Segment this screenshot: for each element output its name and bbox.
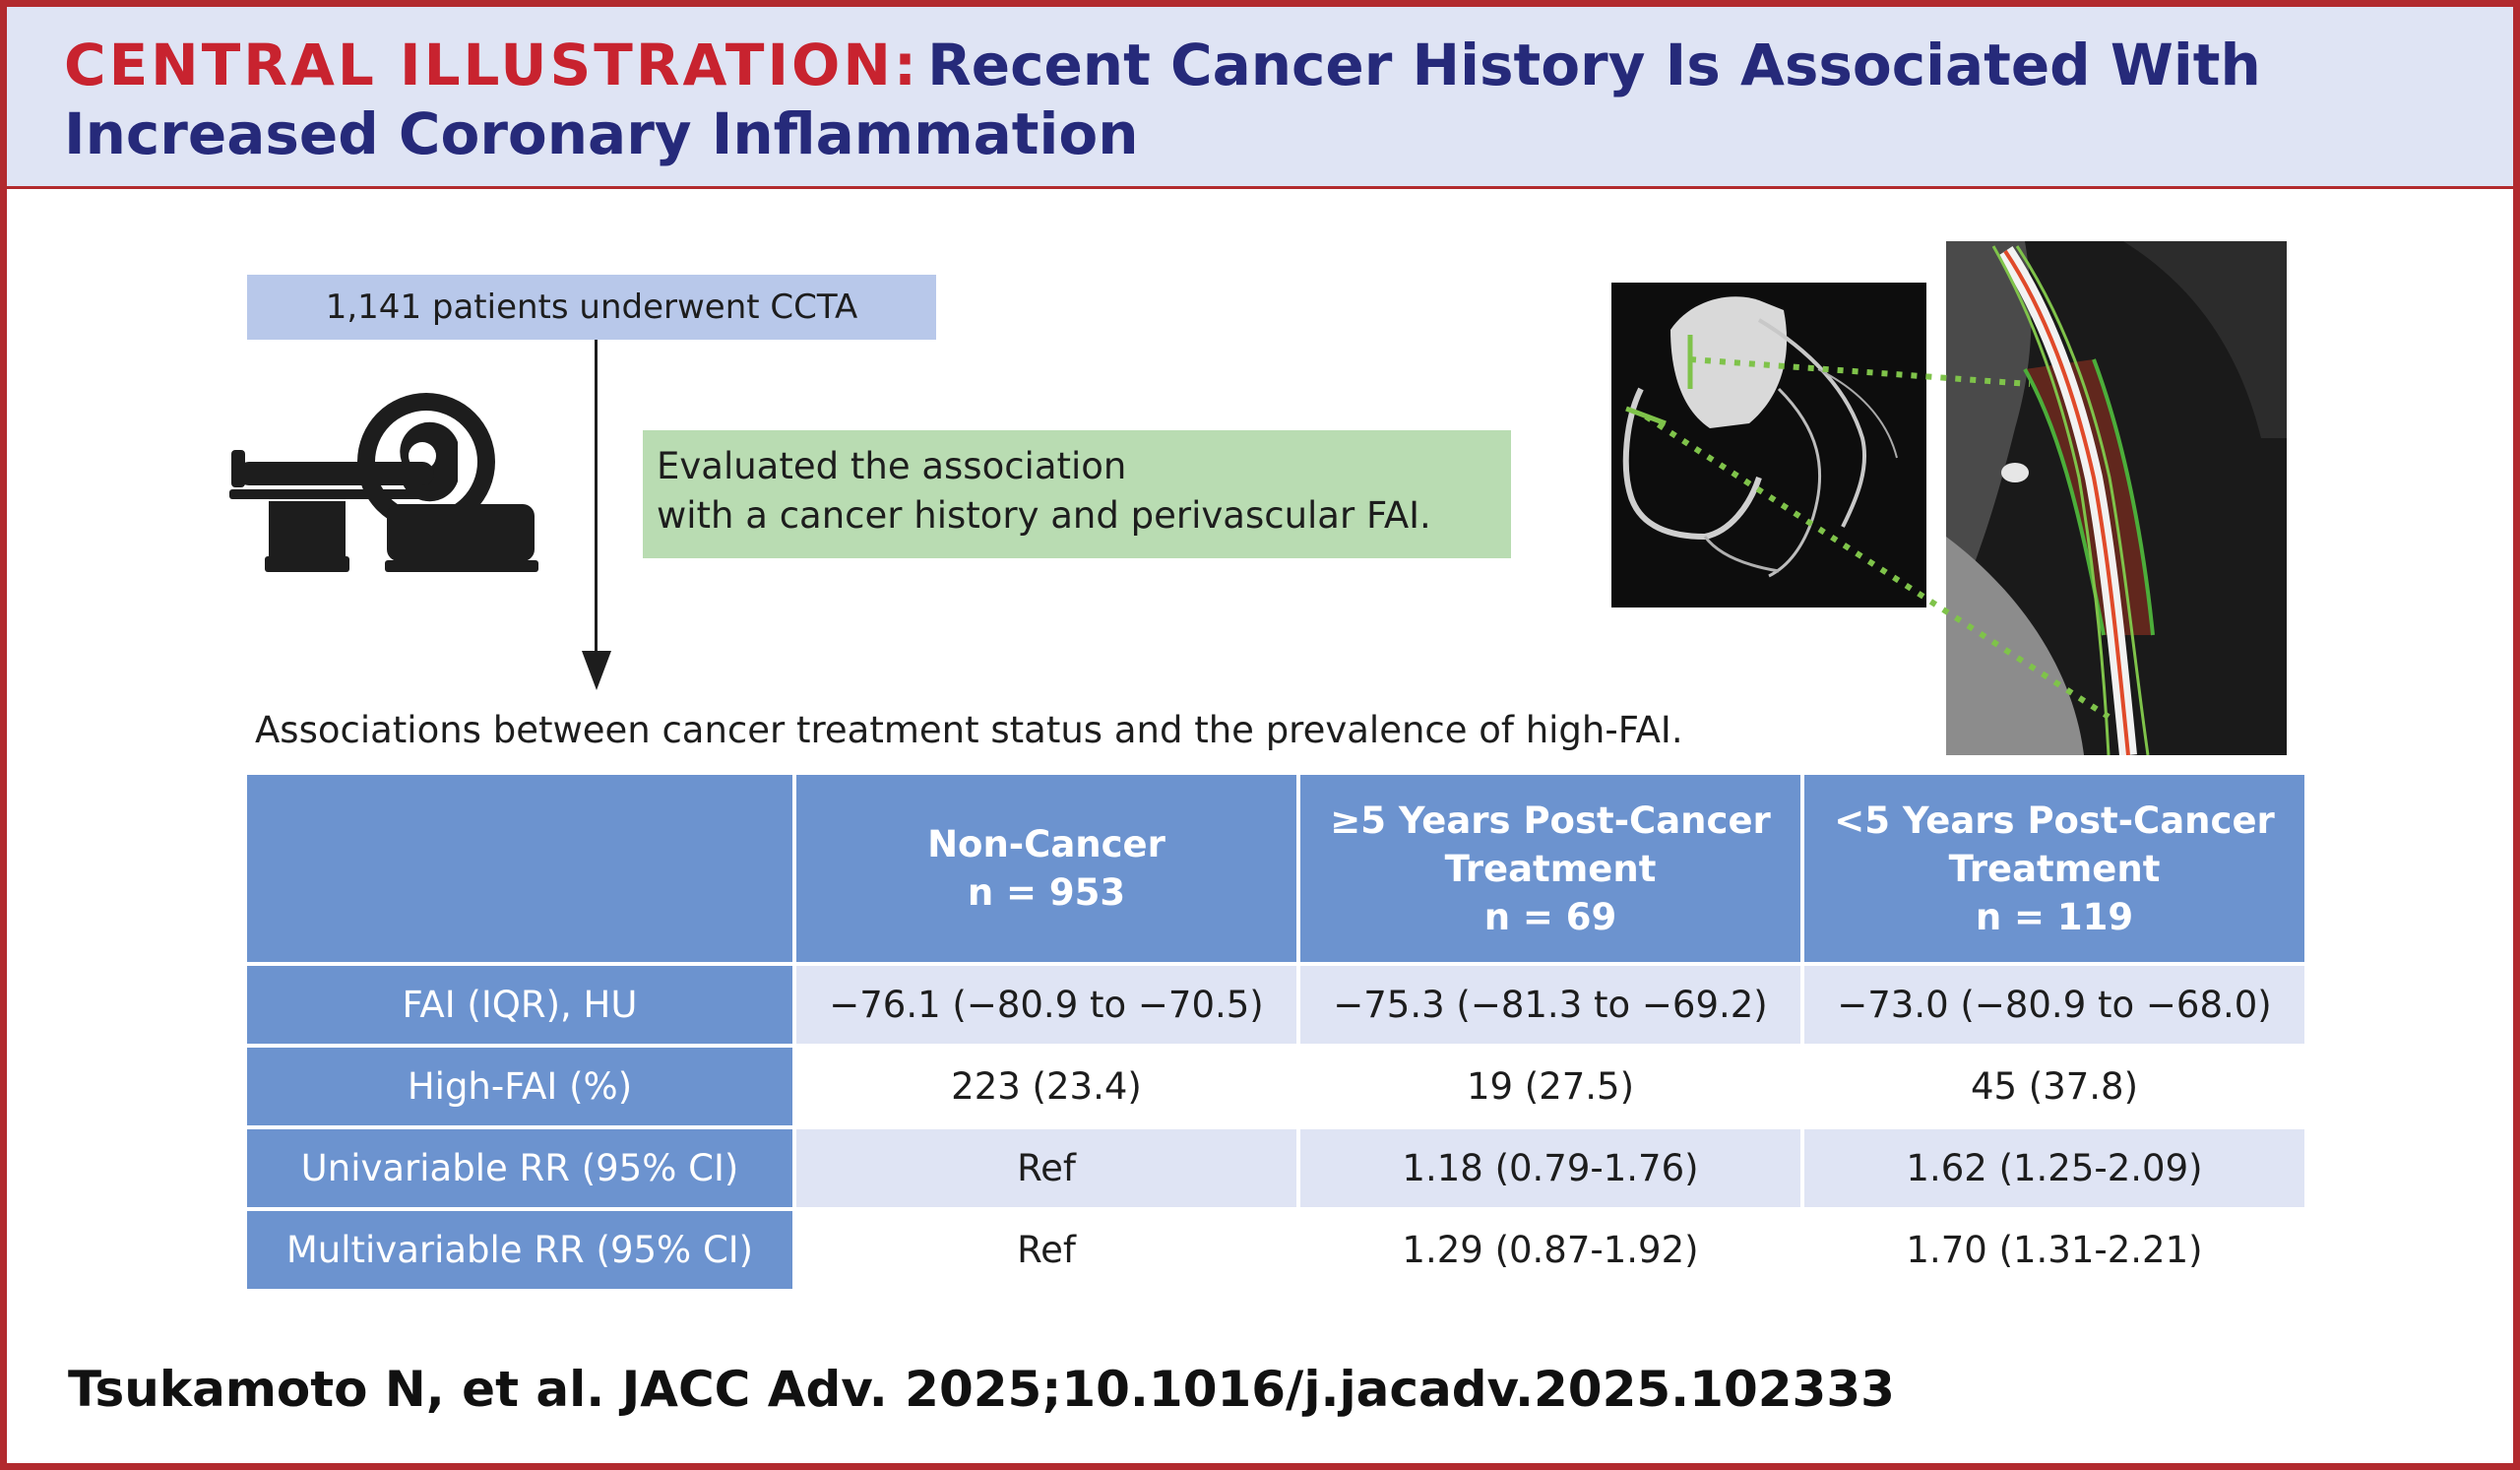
table-cell: −76.1 (−80.9 to −70.5)	[796, 966, 1296, 1044]
results-table: Non-Cancer n = 953 ≥5 Years Post-Cancer Tr…	[243, 771, 2308, 1293]
table-row: High-FAI (%) 223 (23.4) 19 (27.5) 45 (37…	[247, 1048, 2304, 1125]
table-cell: Ref	[796, 1129, 1296, 1207]
table-cell: −75.3 (−81.3 to −69.2)	[1300, 966, 1800, 1044]
table-corner-cell	[247, 775, 792, 962]
evaluated-line-2: with a cancer history and perivascular F…	[657, 494, 1431, 537]
coronary-ct-images	[1611, 241, 2287, 755]
table-cell: Ref	[796, 1211, 1296, 1289]
column-header: ≥5 Years Post-Cancer Treatment n = 69	[1300, 775, 1800, 962]
column-header: <5 Years Post-Cancer Treatment n = 119	[1804, 775, 2304, 962]
table-cell: 1.62 (1.25-2.09)	[1804, 1129, 2304, 1207]
flow-arrow-line	[595, 340, 598, 655]
flow-arrow-head-icon	[582, 651, 611, 690]
table-cell: 223 (23.4)	[796, 1048, 1296, 1125]
table-cell: 19 (27.5)	[1300, 1048, 1800, 1125]
table-row: Multivariable RR (95% CI) Ref 1.29 (0.87…	[247, 1211, 2304, 1289]
table-cell: −73.0 (−80.9 to −68.0)	[1804, 966, 2304, 1044]
row-label: Univariable RR (95% CI)	[247, 1129, 792, 1207]
table-cell: 1.18 (0.79-1.76)	[1300, 1129, 1800, 1207]
evaluated-line-1: Evaluated the association	[657, 445, 1127, 487]
citation: Tsukamoto N, et al. JACC Adv. 2025;10.10…	[68, 1361, 1895, 1418]
evaluated-box: Evaluated the association with a cancer …	[643, 430, 1511, 558]
title-label: CENTRAL ILLUSTRATION:	[64, 32, 920, 98]
table-header-row: Non-Cancer n = 953 ≥5 Years Post-Cancer Tr…	[247, 775, 2304, 962]
row-label: FAI (IQR), HU	[247, 966, 792, 1044]
row-label: High-FAI (%)	[247, 1048, 792, 1125]
ct-scanner-icon	[229, 393, 538, 572]
title-text: Recent Cancer History Is Associated With…	[64, 32, 2261, 167]
row-label: Multivariable RR (95% CI)	[247, 1211, 792, 1289]
column-header: Non-Cancer n = 953	[796, 775, 1296, 962]
table-cell: 1.29 (0.87-1.92)	[1300, 1211, 1800, 1289]
page-title: CENTRAL ILLUSTRATION: Recent Cancer Histo…	[64, 31, 2466, 168]
associations-heading: Associations between cancer treatment st…	[255, 709, 1683, 751]
header-banner: CENTRAL ILLUSTRATION: Recent Cancer Histo…	[7, 7, 2513, 189]
table-cell: 1.70 (1.31-2.21)	[1804, 1211, 2304, 1289]
table-row: FAI (IQR), HU −76.1 (−80.9 to −70.5) −75…	[247, 966, 2304, 1044]
patients-box: 1,141 patients underwent CCTA	[247, 275, 936, 340]
table-row: Univariable RR (95% CI) Ref 1.18 (0.79-1…	[247, 1129, 2304, 1207]
table-cell: 45 (37.8)	[1804, 1048, 2304, 1125]
